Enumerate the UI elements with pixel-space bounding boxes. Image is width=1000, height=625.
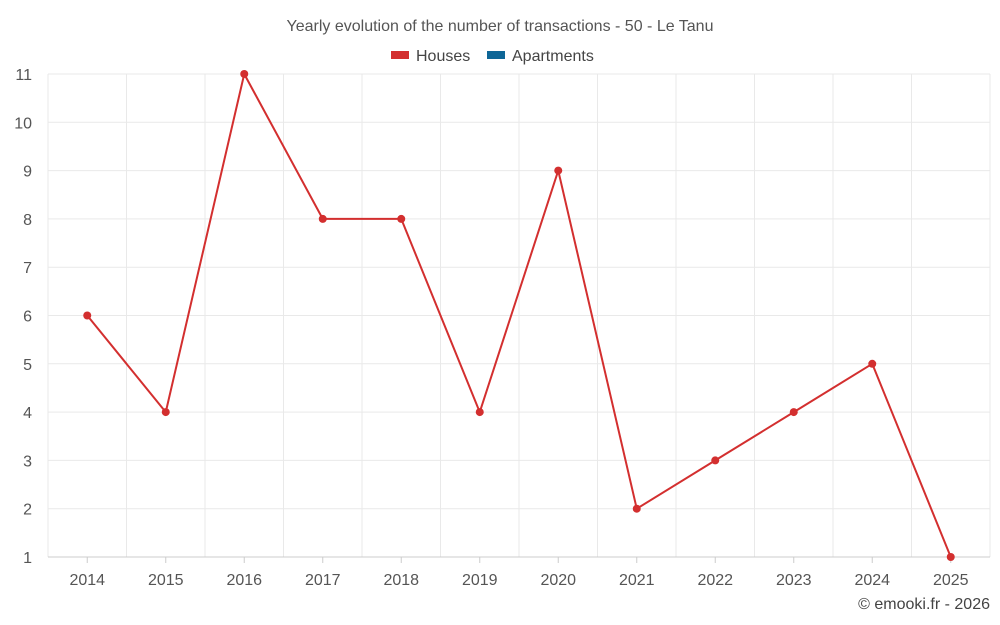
x-tick-label: 2014 xyxy=(69,572,105,589)
legend-swatch-apartments xyxy=(487,51,505,59)
data-point-houses-2017[interactable] xyxy=(318,214,327,223)
data-point-houses-2016[interactable] xyxy=(240,70,249,78)
legend: Houses Apartments xyxy=(391,48,594,65)
x-tick-label: 2017 xyxy=(305,572,341,589)
y-tick-label: 5 xyxy=(23,357,32,374)
y-tick-label: 3 xyxy=(23,453,32,470)
x-tick-label: 2021 xyxy=(619,572,655,589)
data-point-houses-2021[interactable] xyxy=(632,504,641,513)
y-tick-label: 11 xyxy=(15,67,32,84)
y-tick-label: 10 xyxy=(14,115,32,132)
x-axis: 2014 2015 2016 2017 2018 2019 2020 2021 2022 2023… xyxy=(48,556,990,589)
credit-text: © emooki.fr - 2026 xyxy=(858,596,990,613)
data-point-houses-2015[interactable] xyxy=(161,408,170,417)
x-tick-label: 2020 xyxy=(540,572,576,589)
data-point-houses-2014[interactable] xyxy=(83,311,92,320)
y-tick-label: 6 xyxy=(23,309,32,326)
x-tick-label: 2016 xyxy=(226,572,262,589)
y-tick-label: 9 xyxy=(23,164,32,181)
legend-swatch-houses xyxy=(391,51,409,59)
legend-label-houses: Houses xyxy=(416,48,470,65)
legend-label-apartments: Apartments xyxy=(512,48,594,65)
legend-item-apartments[interactable]: Apartments xyxy=(487,48,594,65)
x-tick-label: 2022 xyxy=(697,572,733,589)
x-tick-label: 2025 xyxy=(933,572,969,589)
x-tick-label: 2023 xyxy=(776,572,812,589)
x-tick-label: 2018 xyxy=(383,572,419,589)
chart-title: Yearly evolution of the number of transa… xyxy=(287,18,714,35)
y-tick-label: 7 xyxy=(23,260,32,277)
grid xyxy=(47,73,991,557)
series-line-houses xyxy=(86,73,952,558)
y-axis: 1 2 3 4 5 6 7 8 9 10 11 xyxy=(14,67,32,567)
data-point-houses-2024[interactable] xyxy=(868,359,877,368)
data-point-houses-2023[interactable] xyxy=(789,408,798,417)
y-tick-label: 8 xyxy=(23,212,32,229)
data-point-houses-2019[interactable] xyxy=(475,408,484,417)
x-tick-label: 2019 xyxy=(462,572,498,589)
data-point-houses-2020[interactable] xyxy=(554,166,563,175)
y-tick-label: 4 xyxy=(23,405,32,422)
data-point-houses-2025[interactable] xyxy=(946,553,955,561)
legend-item-houses[interactable]: Houses xyxy=(391,48,470,65)
y-tick-label: 1 xyxy=(23,550,32,567)
x-tick-label: 2024 xyxy=(854,572,890,589)
x-tick-label: 2015 xyxy=(148,572,184,589)
y-tick-label: 2 xyxy=(23,502,32,519)
series-layer xyxy=(83,70,955,561)
data-point-houses-2022[interactable] xyxy=(711,456,720,465)
data-point-houses-2018[interactable] xyxy=(397,214,406,223)
